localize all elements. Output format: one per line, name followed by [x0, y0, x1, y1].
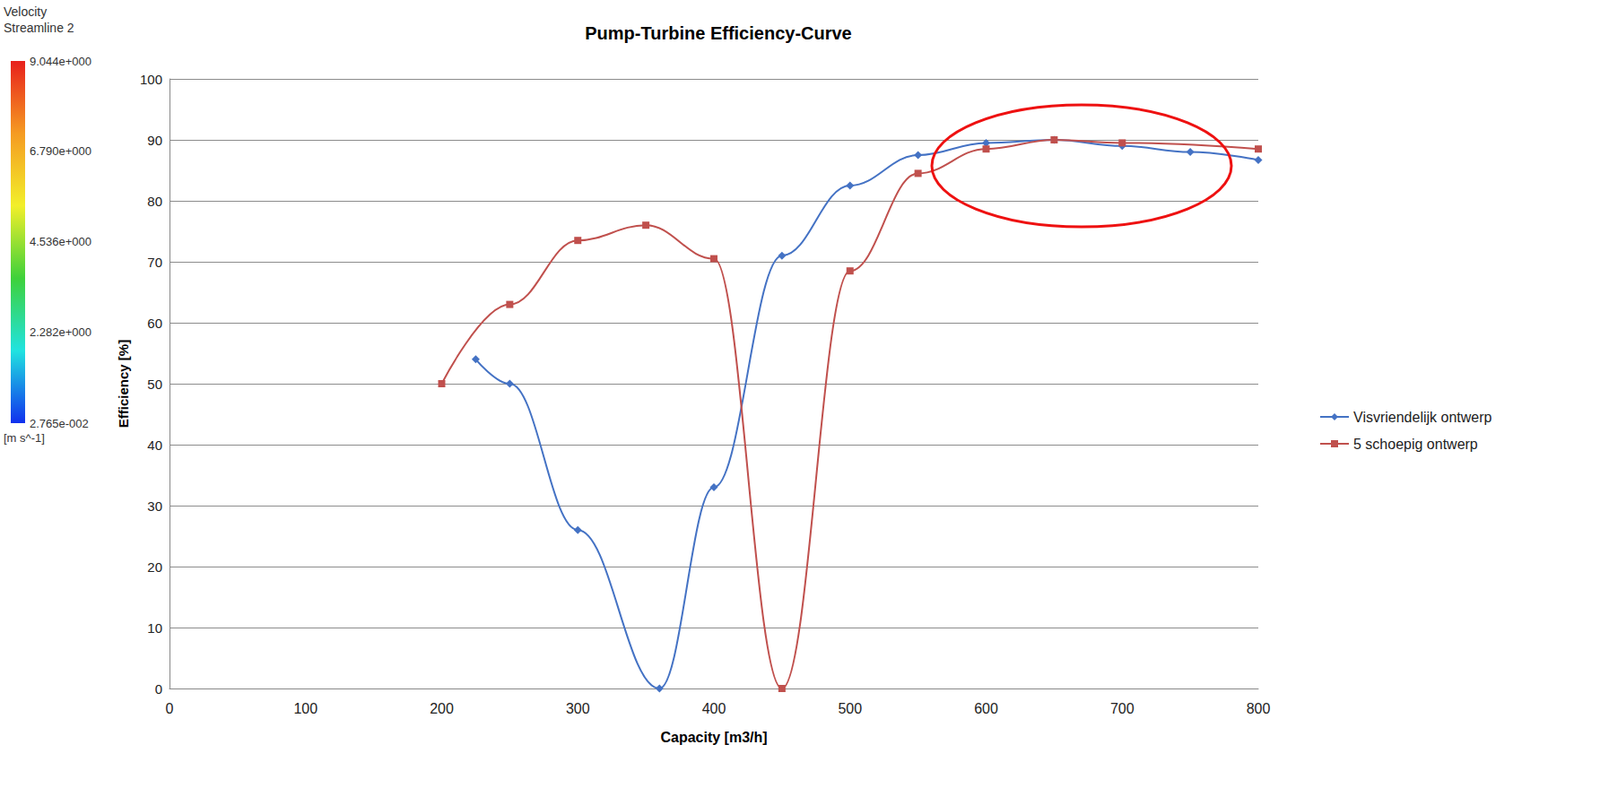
- svg-text:50: 50: [147, 376, 163, 392]
- svg-text:4.536e+000: 4.536e+000: [29, 234, 92, 249]
- svg-text:600: 600: [973, 701, 999, 717]
- svg-text:700: 700: [1110, 701, 1135, 717]
- svg-text:80: 80: [147, 193, 163, 209]
- svg-text:300: 300: [565, 701, 591, 717]
- svg-text:20: 20: [147, 559, 163, 575]
- svg-text:500: 500: [837, 701, 862, 717]
- svg-text:200: 200: [429, 701, 454, 717]
- svg-text:Capacity [m3/h]: Capacity [m3/h]: [660, 730, 767, 746]
- svg-text:800: 800: [1246, 701, 1271, 717]
- svg-text:90: 90: [147, 132, 163, 148]
- svg-text:0: 0: [165, 701, 174, 717]
- svg-text:0: 0: [155, 681, 163, 697]
- svg-text:Streamline 2: Streamline 2: [3, 20, 75, 35]
- svg-text:60: 60: [147, 315, 163, 331]
- svg-text:Efficiency [%]: Efficiency [%]: [115, 339, 131, 428]
- svg-text:2.765e-002: 2.765e-002: [29, 417, 89, 431]
- svg-text:100: 100: [139, 71, 163, 87]
- svg-text:6.790e+000: 6.790e+000: [29, 144, 92, 158]
- svg-text:10: 10: [147, 620, 163, 636]
- svg-text:100: 100: [293, 701, 318, 717]
- svg-text:[m s^-1]: [m s^-1]: [3, 431, 45, 445]
- svg-text:5 schoepig ontwerp: 5 schoepig ontwerp: [1353, 436, 1479, 453]
- svg-text:70: 70: [147, 254, 163, 270]
- svg-text:Velocity: Velocity: [3, 4, 47, 19]
- svg-text:2.282e+000: 2.282e+000: [29, 325, 92, 340]
- svg-text:9.044e+000: 9.044e+000: [29, 54, 92, 69]
- svg-text:40: 40: [147, 437, 163, 453]
- svg-text:Visvriendelijk ontwerp: Visvriendelijk ontwerp: [1353, 409, 1493, 426]
- svg-text:Pump-Turbine Efficiency-Curve: Pump-Turbine Efficiency-Curve: [584, 23, 852, 44]
- svg-text:400: 400: [702, 701, 727, 717]
- svg-text:30: 30: [147, 498, 163, 514]
